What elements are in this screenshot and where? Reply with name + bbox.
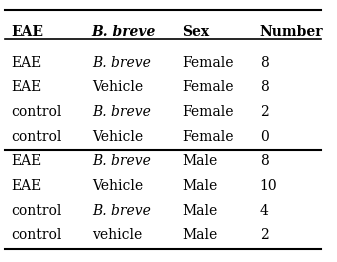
Text: EAE: EAE <box>11 179 41 193</box>
Text: 10: 10 <box>260 179 277 193</box>
Text: EAE: EAE <box>11 154 41 168</box>
Text: Sex: Sex <box>182 25 209 39</box>
Text: 8: 8 <box>260 80 269 95</box>
Text: EAE: EAE <box>11 56 41 70</box>
Text: Female: Female <box>182 56 234 70</box>
Text: Male: Male <box>182 228 217 242</box>
Text: Male: Male <box>182 204 217 217</box>
Text: B. breve: B. breve <box>92 154 151 168</box>
Text: Female: Female <box>182 130 234 144</box>
Text: EAE: EAE <box>11 25 43 39</box>
Text: Female: Female <box>182 80 234 95</box>
Text: 8: 8 <box>260 154 269 168</box>
Text: 8: 8 <box>260 56 269 70</box>
Text: vehicle: vehicle <box>92 228 142 242</box>
Text: control: control <box>11 204 61 217</box>
Text: control: control <box>11 105 61 119</box>
Text: B. breve: B. breve <box>92 204 151 217</box>
Text: control: control <box>11 228 61 242</box>
Text: 4: 4 <box>260 204 269 217</box>
Text: Vehicle: Vehicle <box>92 80 143 95</box>
Text: Vehicle: Vehicle <box>92 179 143 193</box>
Text: 2: 2 <box>260 228 269 242</box>
Text: Male: Male <box>182 179 217 193</box>
Text: Female: Female <box>182 105 234 119</box>
Text: Number: Number <box>260 25 323 39</box>
Text: B. breve: B. breve <box>92 56 151 70</box>
Text: EAE: EAE <box>11 80 41 95</box>
Text: 0: 0 <box>260 130 269 144</box>
Text: B. breve: B. breve <box>92 105 151 119</box>
Text: 2: 2 <box>260 105 269 119</box>
Text: B. breve: B. breve <box>92 25 156 39</box>
Text: control: control <box>11 130 61 144</box>
Text: Male: Male <box>182 154 217 168</box>
Text: Vehicle: Vehicle <box>92 130 143 144</box>
